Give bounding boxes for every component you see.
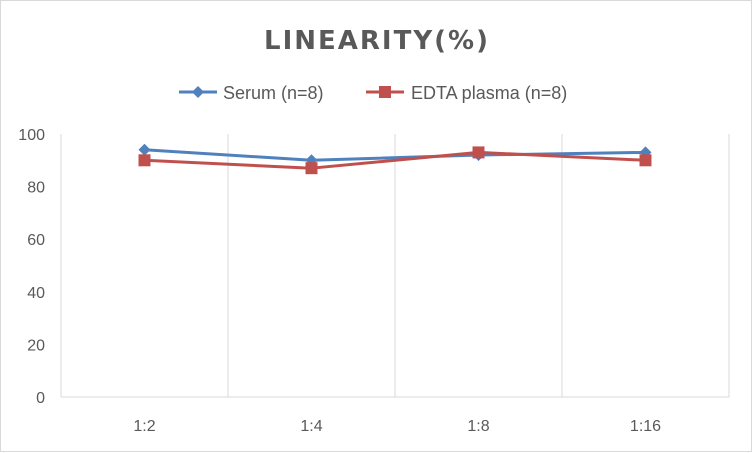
x-tick-label: 1:8 [467, 418, 489, 435]
y-tick-label: 80 [27, 180, 45, 197]
data-point-edta-plasma [305, 162, 318, 175]
x-tick-label: 1:16 [630, 418, 661, 435]
y-tick-label: 60 [27, 232, 45, 249]
legend: Serum (n=8) EDTA plasma (n=8) [179, 83, 567, 103]
series-line-0 [144, 148, 646, 162]
x-tick-label: 1:4 [300, 418, 322, 435]
data-point-edta-plasma [138, 154, 151, 167]
chart-title: LINEARITY(%) [264, 26, 490, 56]
data-point-edta-plasma [472, 146, 485, 159]
legend-label-serum: Serum (n=8) [223, 83, 324, 103]
x-tick-label: 1:2 [133, 418, 155, 435]
y-tick-label: 0 [36, 390, 45, 407]
data-point-edta-plasma [639, 154, 652, 167]
data-point-serum [138, 143, 151, 156]
legend-marker-diamond-icon [192, 86, 204, 98]
legend-item-edta-plasma: EDTA plasma (n=8) [366, 83, 567, 103]
y-tick-label: 40 [27, 285, 45, 302]
legend-label-edta-plasma: EDTA plasma (n=8) [411, 83, 567, 103]
plot-area: 0 20 40 60 80 100 1:2 1:4 1:8 1:16 [18, 127, 730, 435]
legend-marker-square-icon [379, 86, 391, 98]
y-tick-label: 100 [18, 127, 45, 144]
legend-item-serum: Serum (n=8) [179, 83, 324, 103]
y-tick-label: 20 [27, 337, 45, 354]
series-line-1 [144, 150, 646, 170]
